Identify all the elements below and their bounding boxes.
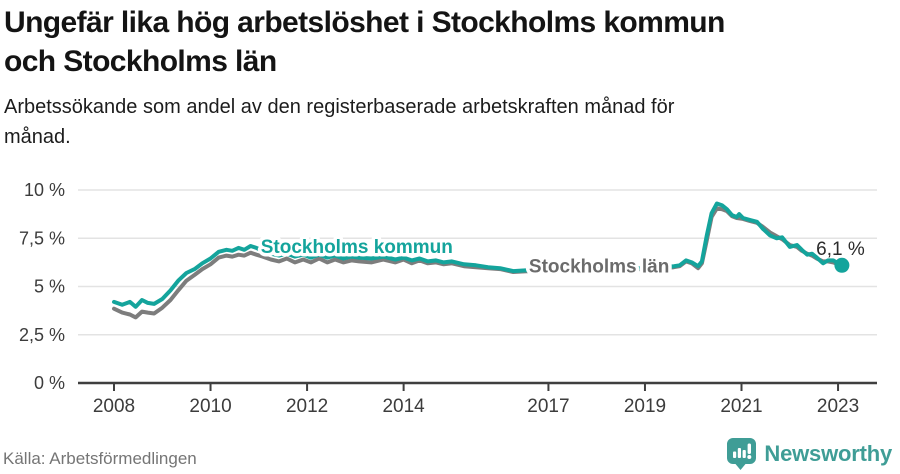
y-axis-label: 7,5 % (19, 228, 65, 248)
chart-title: Ungefär lika hög arbetslöshet i Stockhol… (4, 3, 725, 81)
x-axis-label: 2010 (189, 396, 231, 417)
series-line-stockholms-kommun (112, 201, 844, 309)
newsworthy-logo-icon (727, 438, 757, 470)
end-point-dot (834, 257, 850, 273)
y-axis-label: 10 % (24, 180, 65, 200)
x-axis-label: 2023 (817, 396, 859, 417)
x-axis-label: 2017 (527, 396, 569, 417)
x-axis-label: 2008 (93, 396, 135, 417)
chart-title-line1: Ungefär lika hög arbetslöshet i Stockhol… (4, 6, 725, 39)
newsworthy-logo: Newsworthy (726, 437, 892, 470)
chart-subtitle-line2: månad. (4, 126, 71, 148)
y-axis-label: 0 % (34, 373, 65, 393)
value-annotation: 6,1 % (816, 239, 865, 260)
newsworthy-logo-text: Newsworthy (764, 440, 892, 466)
source-note: Källa: Arbetsförmedlingen (3, 449, 197, 468)
y-axis-label: 5 % (34, 277, 65, 297)
x-axis-label: 2014 (382, 396, 425, 417)
x-axis-label: 2012 (286, 396, 328, 417)
y-axis-label: 2,5 % (19, 325, 65, 345)
chart-subtitle-line1: Arbetssökande som andel av den registerb… (4, 96, 675, 118)
series-line-stockholms-lan (112, 206, 844, 320)
x-axis-label: 2019 (624, 396, 666, 417)
chart-title-line2: och Stockholms län (4, 45, 277, 78)
series-label-stockholms-kommun: Stockholms kommun (261, 237, 453, 258)
x-axis-label: 2021 (720, 396, 762, 417)
series-label-stockholms-lan: Stockholms län (529, 256, 669, 277)
chart-subtitle: Arbetssökande som andel av den registerb… (4, 92, 674, 152)
